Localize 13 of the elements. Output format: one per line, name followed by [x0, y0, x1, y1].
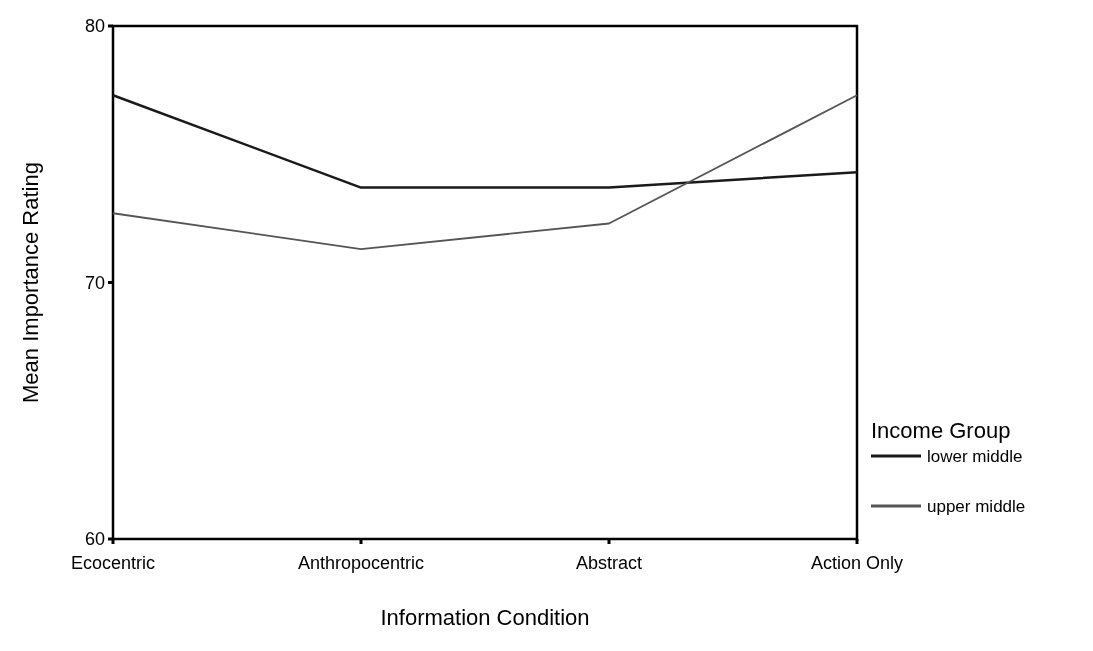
legend-title: Income Group	[871, 418, 1011, 443]
y-tick-label: 80	[84, 16, 105, 37]
y-tick-label: 60	[84, 529, 105, 550]
legend-label: upper middle	[927, 496, 1026, 516]
x-tick-label: Ecocentric	[70, 553, 156, 573]
x-tick-label: Abstract	[575, 553, 643, 573]
x-tick-label: Action Only	[810, 553, 904, 573]
x-tick-label: Anthropocentric	[297, 553, 425, 573]
legend-label: lower middle	[927, 446, 1023, 466]
x-axis-title: Information Condition	[380, 605, 590, 630]
line-series	[112, 94, 858, 251]
y-axis-title: Mean Importance Rating	[18, 162, 43, 403]
y-tick-label: 70	[84, 272, 105, 293]
